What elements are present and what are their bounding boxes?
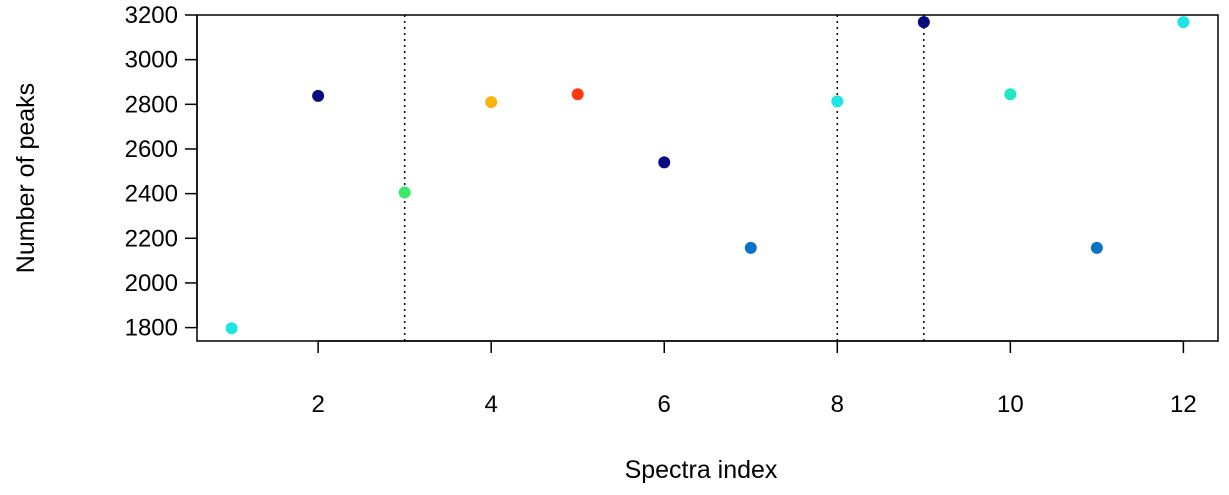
y-tick-label: 3000	[125, 47, 178, 74]
data-point	[831, 95, 844, 108]
y-tick-label: 2000	[125, 270, 178, 297]
data-points	[225, 16, 1190, 335]
data-point	[398, 186, 411, 199]
y-tick-label: 1800	[125, 315, 178, 342]
data-point	[917, 16, 930, 29]
y-axis-title: Number of peaks	[12, 83, 40, 273]
data-point	[571, 88, 584, 101]
x-tick-label: 12	[1170, 391, 1197, 418]
x-tick-label: 10	[997, 391, 1024, 418]
x-tick-label: 2	[311, 391, 324, 418]
y-tick-label: 2600	[125, 136, 178, 163]
data-point	[658, 156, 671, 169]
x-axis-title: Spectra index	[625, 456, 778, 484]
data-point	[1090, 241, 1103, 254]
data-point	[744, 241, 757, 254]
x-axis: 2 4 6 8 10 12	[311, 340, 1197, 418]
data-point	[312, 89, 325, 102]
data-point	[1004, 88, 1017, 101]
x-tick-label: 4	[485, 391, 498, 418]
data-point	[1177, 16, 1190, 29]
y-tick-label: 3200	[125, 2, 178, 29]
y-tick-label: 2800	[125, 91, 178, 118]
data-point	[485, 96, 498, 109]
x-tick-label: 8	[831, 391, 844, 418]
data-point	[225, 322, 238, 335]
y-tick-label: 2200	[125, 225, 178, 252]
y-axis: 1800 2000 2200 2400 2600 2800 3000 3200	[125, 2, 198, 342]
reference-lines	[403, 15, 925, 341]
x-tick-label: 6	[658, 391, 671, 418]
plot-frame	[196, 14, 1219, 342]
y-tick-label: 2400	[125, 181, 178, 208]
